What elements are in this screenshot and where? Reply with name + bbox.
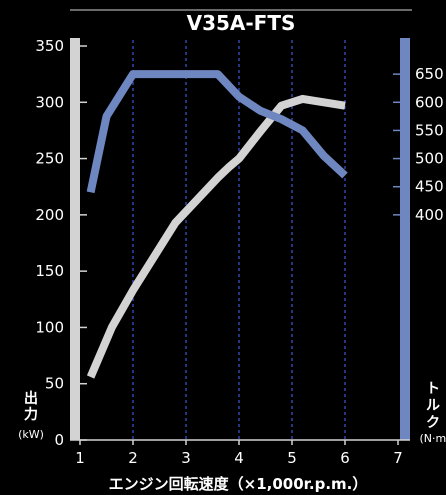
right-tick-label: 550 [415,121,444,139]
right-y-ticks: 400 450 500 550 600 650 [393,65,444,224]
right-axis-bar [400,38,410,440]
left-tick-label: 50 [45,375,64,393]
left-y-ticks: 0 50 100 150 200 250 300 350 [35,37,87,449]
x-tick-label: 1 [75,449,85,467]
x-tick-label: 2 [128,449,138,467]
right-tick-label: 650 [415,65,444,83]
x-tick-label: 6 [340,449,350,467]
right-axis-label: ト ル ク (N·m) [419,381,446,445]
right-label-char: ト [426,381,440,397]
right-tick-label: 600 [415,93,444,111]
right-label-char: ル [426,398,440,414]
x-ticks: 1 2 3 4 5 6 7 [75,440,403,467]
left-label-char: 出 [24,390,38,407]
left-tick-label: 100 [35,318,64,336]
left-tick-label: 200 [35,206,64,224]
right-tick-label: 400 [415,206,444,224]
grid-lines [132,40,346,440]
left-tick-label: 350 [35,37,64,55]
left-axis-unit: (kW) [18,428,44,441]
power-curve [86,94,346,379]
right-axis-unit: (N·m) [419,432,446,445]
chart-title: V35A-FTS [187,11,296,35]
x-axis-label: エンジン回転速度（×1,000r.p.m.） [109,475,368,493]
right-tick-label: 450 [415,178,444,196]
left-tick-label: 0 [54,431,64,449]
left-tick-label: 300 [35,93,64,111]
left-tick-label: 250 [35,150,64,168]
left-label-char: 力 [24,406,38,423]
left-axis-label: 出 力 (kW) [18,390,44,441]
right-tick-label: 500 [415,150,444,168]
x-tick-label: 7 [393,449,403,467]
torque-curve [86,70,348,194]
series-lines [86,70,348,379]
x-tick-label: 4 [234,449,244,467]
x-tick-label: 5 [287,449,297,467]
left-tick-label: 150 [35,262,64,280]
x-tick-label: 3 [181,449,191,467]
left-axis-bar [70,38,80,440]
right-label-char: ク [426,415,440,431]
